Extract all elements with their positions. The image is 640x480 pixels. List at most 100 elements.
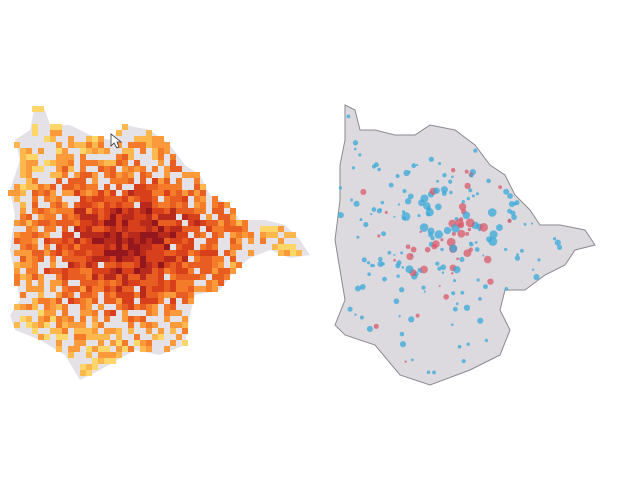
grid-cell (104, 280, 110, 286)
point (455, 302, 459, 306)
grid-cell (74, 298, 80, 304)
grid-cell (56, 328, 62, 334)
grid-cell (176, 268, 182, 274)
grid-cell (140, 148, 146, 154)
grid-cell (152, 136, 158, 142)
grid-cell (230, 262, 236, 268)
grid-cell (236, 232, 242, 238)
point (366, 261, 371, 265)
point (462, 211, 471, 220)
grid-cell (98, 286, 104, 292)
grid-cell (74, 250, 80, 256)
grid-cell (134, 190, 140, 196)
grid-cell (266, 226, 272, 232)
grid-cell (170, 304, 176, 310)
grid-cell (116, 172, 122, 178)
point (508, 201, 515, 208)
grid-cell (92, 136, 98, 142)
grid-cell (146, 142, 152, 148)
grid-cell (44, 226, 50, 232)
grid-cell (194, 214, 200, 220)
grid-cell (116, 208, 122, 214)
grid-cell (182, 226, 188, 232)
point (554, 239, 561, 246)
grid-cell (104, 232, 110, 238)
point (424, 246, 431, 253)
point (482, 254, 485, 257)
grid-cell (230, 208, 236, 214)
grid-cell (80, 160, 86, 166)
grid-cell (140, 322, 146, 328)
point (458, 202, 467, 211)
grid-cell (218, 262, 224, 268)
grid-cell (128, 328, 134, 334)
grid-cell (284, 250, 290, 256)
grid-cell (92, 214, 98, 220)
point (434, 203, 442, 211)
point (432, 240, 440, 248)
grid-cell (128, 226, 134, 232)
point (487, 208, 497, 217)
point (399, 287, 405, 293)
grid-cell (128, 232, 134, 238)
grid-cell (62, 280, 68, 286)
grid-cell (74, 178, 80, 184)
grid-cell (104, 328, 110, 334)
grid-cell (56, 334, 62, 340)
point (367, 272, 371, 277)
grid-cell (212, 256, 218, 262)
grid-cell (44, 304, 50, 310)
point (466, 342, 470, 346)
grid-cell (200, 256, 206, 262)
grid-cell (134, 160, 140, 166)
grid-cell (92, 364, 98, 370)
point (473, 148, 478, 153)
grid-cell (290, 244, 296, 250)
grid-cell (146, 274, 152, 280)
grid-cell (26, 250, 32, 256)
point (419, 230, 422, 234)
grid-cell (86, 202, 92, 208)
grid-cell (116, 244, 122, 250)
point (406, 252, 414, 261)
grid-cell (140, 346, 146, 352)
grid-cell (104, 358, 110, 364)
point (463, 249, 472, 258)
density-grid-map (8, 105, 310, 380)
grid-cell (20, 244, 26, 250)
grid-cell (116, 214, 122, 220)
grid-cell (230, 244, 236, 250)
grid-cell (152, 184, 158, 190)
grid-cell (248, 238, 254, 244)
grid-cell (230, 268, 236, 274)
grid-cell (80, 364, 86, 370)
grid-cell (164, 208, 170, 214)
grid-cell (56, 130, 62, 136)
grid-cell (92, 232, 98, 238)
grid-cell (152, 190, 158, 196)
grid-cell (134, 280, 140, 286)
grid-cell (158, 286, 164, 292)
grid-cell (134, 232, 140, 238)
grid-cell (164, 280, 170, 286)
grid-cell (140, 214, 146, 220)
grid-cell (92, 334, 98, 340)
point (511, 214, 517, 221)
grid-cell (164, 232, 170, 238)
grid-cell (14, 250, 20, 256)
grid-cell (170, 298, 176, 304)
grid-cell (122, 166, 128, 172)
grid-cell (200, 274, 206, 280)
grid-cell (110, 238, 116, 244)
grid-cell (50, 256, 56, 262)
grid-cell (62, 316, 68, 322)
point (393, 298, 400, 305)
grid-cell (116, 340, 122, 346)
grid-cell (236, 226, 242, 232)
point (453, 279, 457, 283)
grid-cell (230, 250, 236, 256)
grid-cell (230, 238, 236, 244)
grid-cell (152, 208, 158, 214)
grid-cell (50, 124, 56, 130)
grid-cell (158, 262, 164, 268)
